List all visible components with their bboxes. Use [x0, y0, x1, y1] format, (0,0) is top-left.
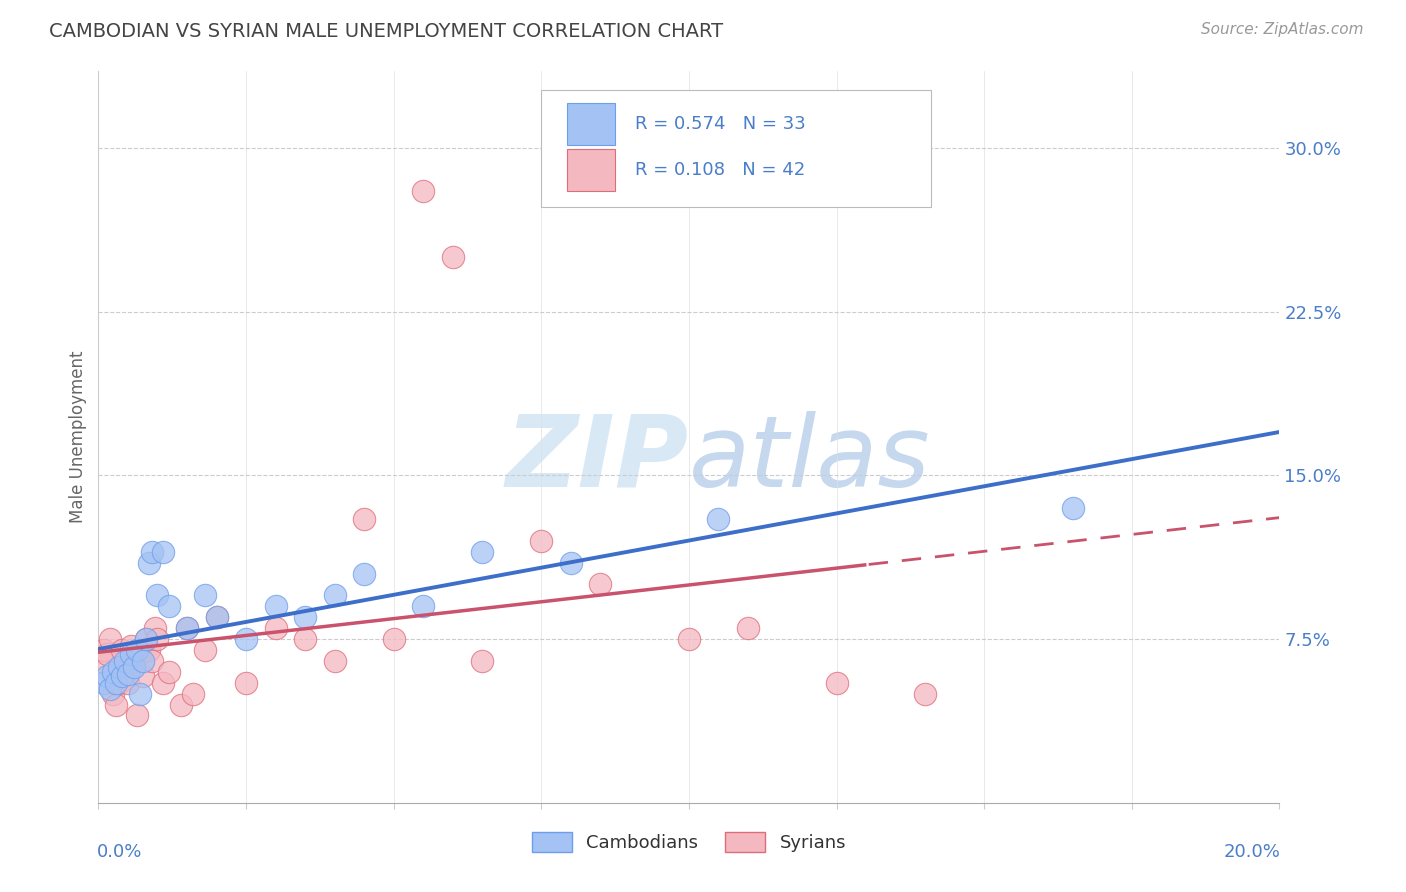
Point [589, 577, 612, 591]
Point [125, 708, 148, 723]
Text: R = 0.574   N = 33: R = 0.574 N = 33 [634, 115, 806, 133]
Point [235, 675, 257, 690]
Point [382, 632, 405, 646]
Point [412, 185, 434, 199]
Point [98, 682, 121, 697]
Y-axis label: Male Unemployment: Male Unemployment [69, 351, 87, 524]
Point [825, 675, 848, 690]
Point [111, 669, 134, 683]
Point [560, 556, 582, 570]
Point [471, 654, 494, 668]
Point [138, 556, 160, 570]
Point [98, 632, 121, 646]
Point [93, 643, 115, 657]
Point [128, 687, 150, 701]
Point [146, 632, 169, 646]
Text: atlas: atlas [689, 410, 931, 508]
Point [122, 654, 145, 668]
Point [132, 654, 155, 668]
Point [122, 660, 145, 674]
Point [181, 687, 204, 701]
Point [441, 250, 464, 264]
Point [264, 599, 287, 614]
Point [205, 610, 228, 624]
Point [135, 632, 157, 646]
Point [737, 621, 759, 635]
Point [141, 545, 163, 559]
Point [353, 512, 375, 526]
Point [678, 632, 700, 646]
Point [103, 665, 125, 679]
FancyBboxPatch shape [541, 90, 931, 207]
Point [176, 621, 198, 635]
Point [111, 643, 134, 657]
Point [105, 675, 128, 690]
Text: Source: ZipAtlas.com: Source: ZipAtlas.com [1201, 22, 1364, 37]
Point [152, 675, 174, 690]
Point [235, 632, 257, 646]
Point [294, 610, 316, 624]
Point [146, 588, 169, 602]
FancyBboxPatch shape [567, 149, 614, 191]
Point [103, 687, 125, 701]
Point [323, 654, 346, 668]
Point [471, 545, 494, 559]
Point [353, 566, 375, 581]
Point [157, 599, 180, 614]
Point [152, 545, 174, 559]
Point [117, 675, 139, 690]
Point [294, 632, 316, 646]
Point [108, 675, 131, 690]
Point [176, 621, 198, 635]
Point [323, 588, 346, 602]
Point [141, 654, 163, 668]
FancyBboxPatch shape [567, 103, 614, 145]
Point [120, 648, 142, 662]
Point [125, 643, 148, 657]
Legend: Cambodians, Syrians: Cambodians, Syrians [524, 824, 853, 860]
Point [96, 648, 118, 662]
Text: 20.0%: 20.0% [1223, 843, 1281, 861]
Point [412, 599, 434, 614]
Point [157, 665, 180, 679]
Point [530, 533, 553, 548]
Point [93, 675, 115, 690]
Point [105, 698, 128, 712]
Point [108, 660, 131, 674]
Text: CAMBODIAN VS SYRIAN MALE UNEMPLOYMENT CORRELATION CHART: CAMBODIAN VS SYRIAN MALE UNEMPLOYMENT CO… [49, 22, 723, 41]
Text: ZIP: ZIP [506, 410, 689, 508]
Point [135, 632, 157, 646]
Text: 0.0%: 0.0% [97, 843, 142, 861]
Point [143, 621, 166, 635]
Point [96, 669, 118, 683]
Point [132, 669, 155, 683]
Point [90, 654, 112, 668]
Point [1062, 501, 1084, 516]
Point [138, 643, 160, 657]
Point [194, 588, 217, 602]
Point [264, 621, 287, 635]
Point [114, 654, 136, 668]
Point [205, 610, 228, 624]
Point [117, 667, 139, 681]
Text: R = 0.108   N = 42: R = 0.108 N = 42 [634, 161, 804, 179]
Point [707, 512, 730, 526]
Point [194, 643, 217, 657]
Point [128, 648, 150, 662]
Point [120, 639, 142, 653]
Point [114, 665, 136, 679]
Point [170, 698, 193, 712]
Point [914, 687, 936, 701]
